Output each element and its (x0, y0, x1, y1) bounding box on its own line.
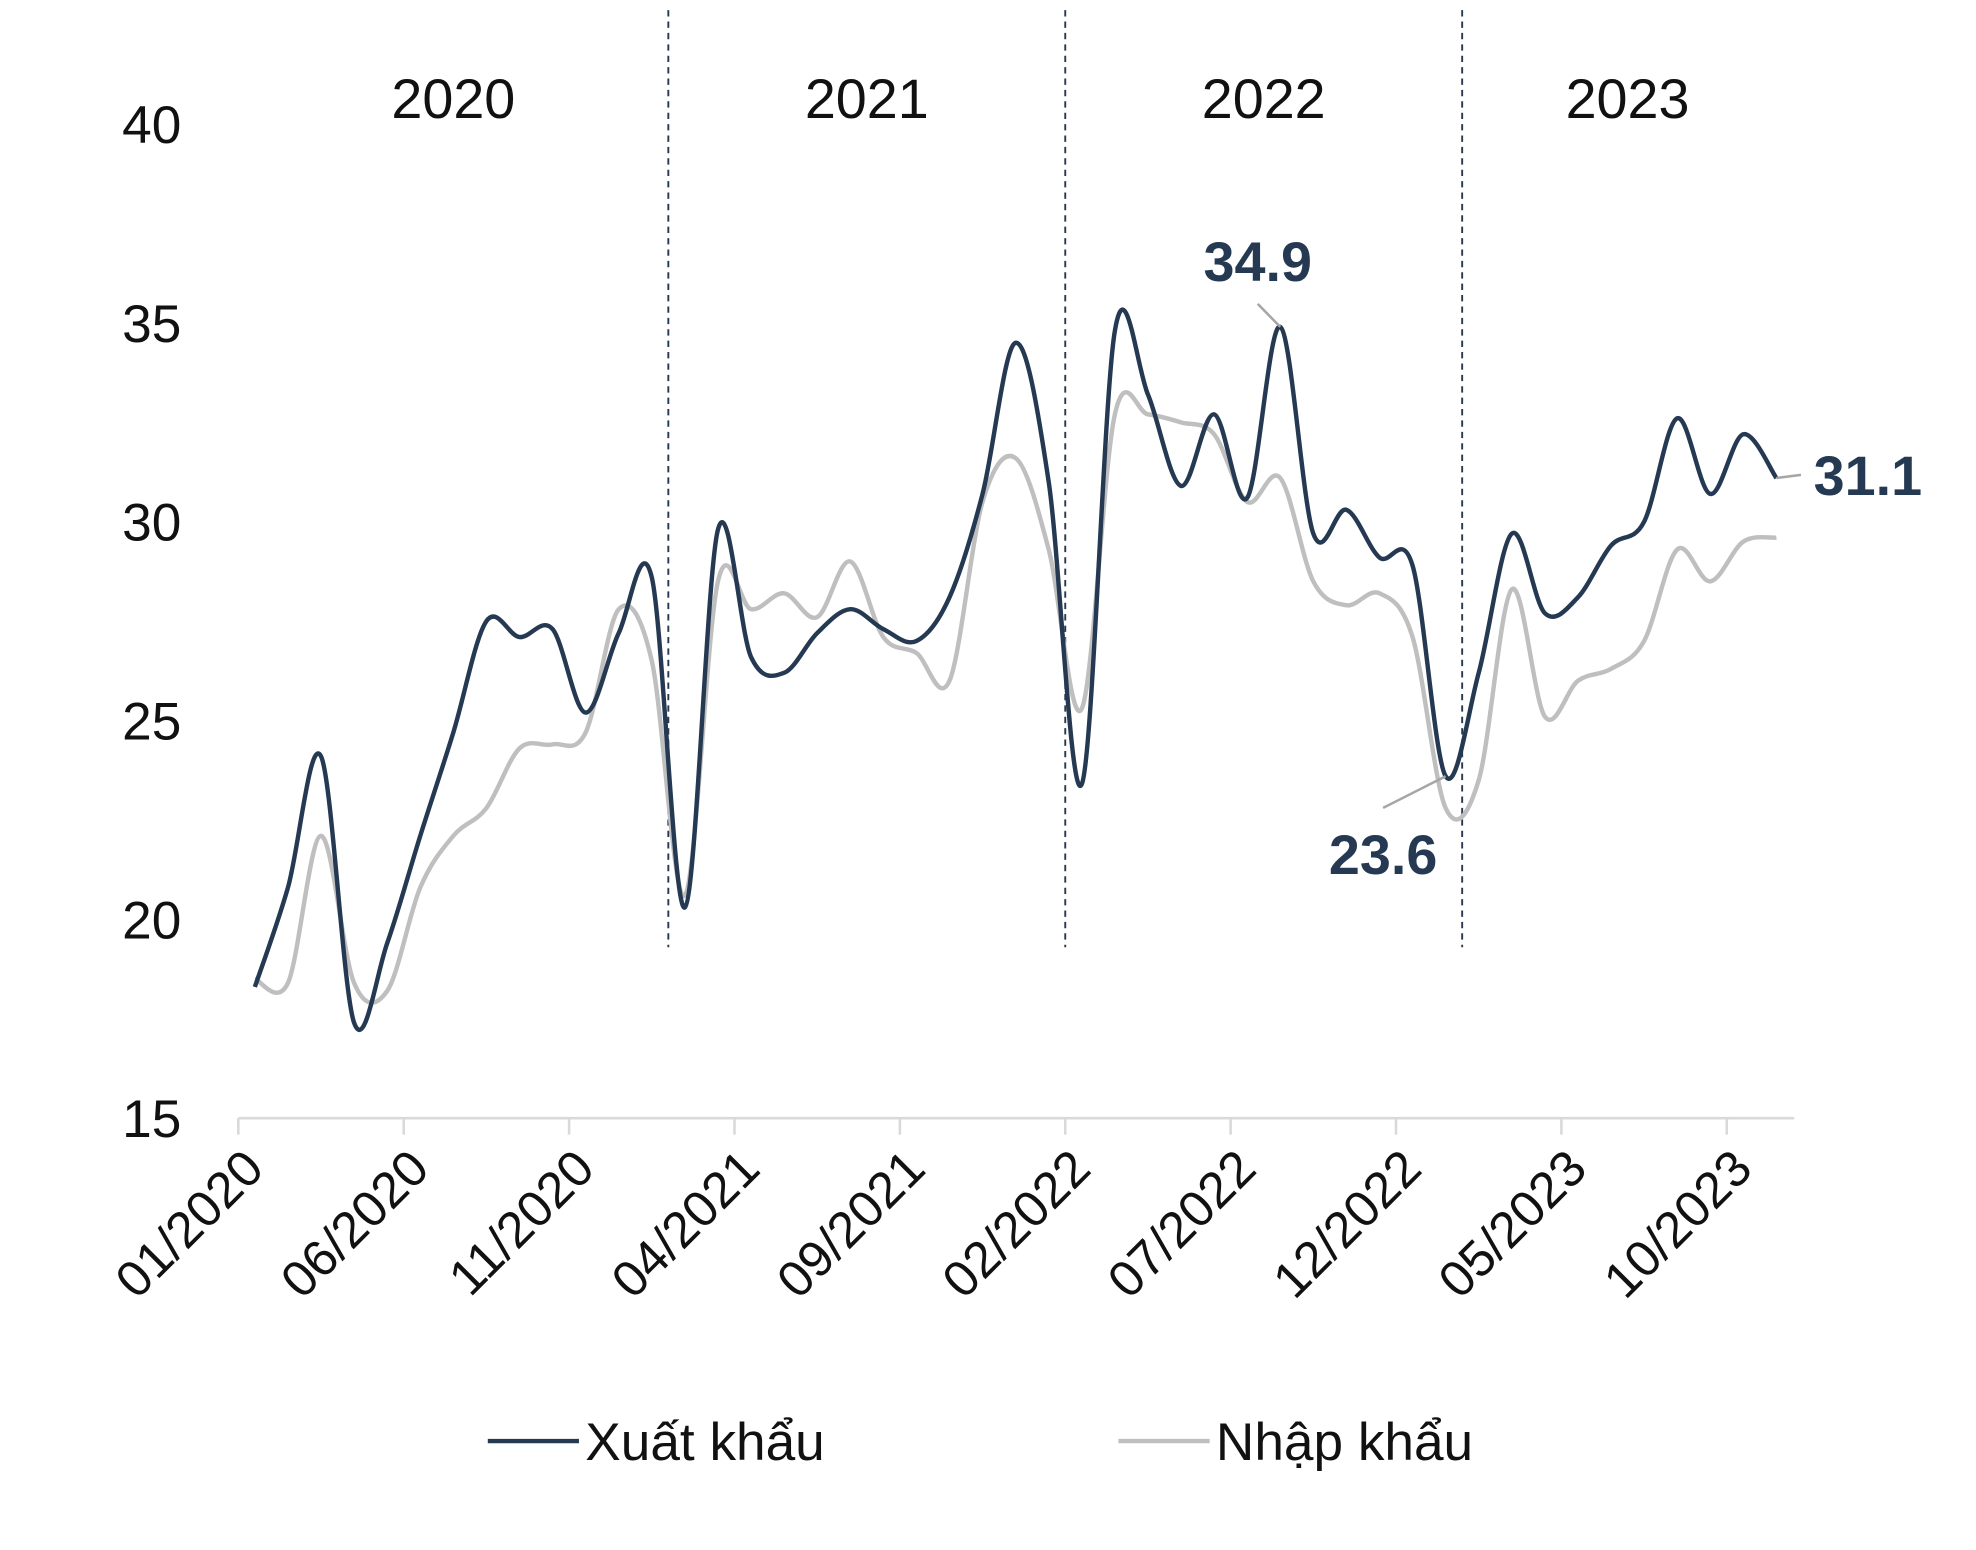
x-tick-label: 02/2022 (931, 1139, 1101, 1309)
y-tick-label: 35 (122, 295, 181, 354)
line (252, 307, 1779, 1033)
year-label: 2022 (1202, 68, 1326, 130)
label-leader (1256, 303, 1282, 328)
year-label: 2021 (805, 68, 929, 130)
label-leader (1382, 775, 1447, 810)
x-tick-label: 04/2021 (600, 1139, 770, 1309)
data-label: 34.9 (1204, 231, 1312, 293)
x-tick-label: 07/2022 (1097, 1139, 1267, 1309)
x-tick-label: 10/2023 (1593, 1139, 1763, 1309)
y-tick-label: 20 (122, 891, 181, 950)
y-tick-label: 25 (122, 693, 181, 752)
label-leader (1776, 473, 1802, 480)
x-tick-label: 12/2022 (1262, 1139, 1432, 1309)
data-label: 31.1 (1814, 445, 1922, 507)
legend-label: Xuất khẩu (585, 1413, 824, 1472)
y-tick-label: 40 (122, 96, 181, 155)
x-tick-label: 06/2020 (270, 1139, 440, 1309)
year-label: 2023 (1566, 68, 1690, 130)
line (253, 390, 1777, 1005)
legend-label: Nhập khẩu (1216, 1413, 1473, 1472)
data-label: 23.6 (1329, 824, 1437, 886)
y-tick-label: 30 (122, 494, 181, 553)
year-label: 2020 (391, 68, 515, 130)
y-tick-label: 15 (122, 1090, 181, 1149)
x-tick-label: 05/2023 (1427, 1139, 1597, 1309)
x-tick-label: 09/2021 (766, 1139, 936, 1309)
x-tick-label: 11/2020 (438, 1139, 605, 1306)
x-tick-label: 01/2020 (104, 1139, 274, 1309)
